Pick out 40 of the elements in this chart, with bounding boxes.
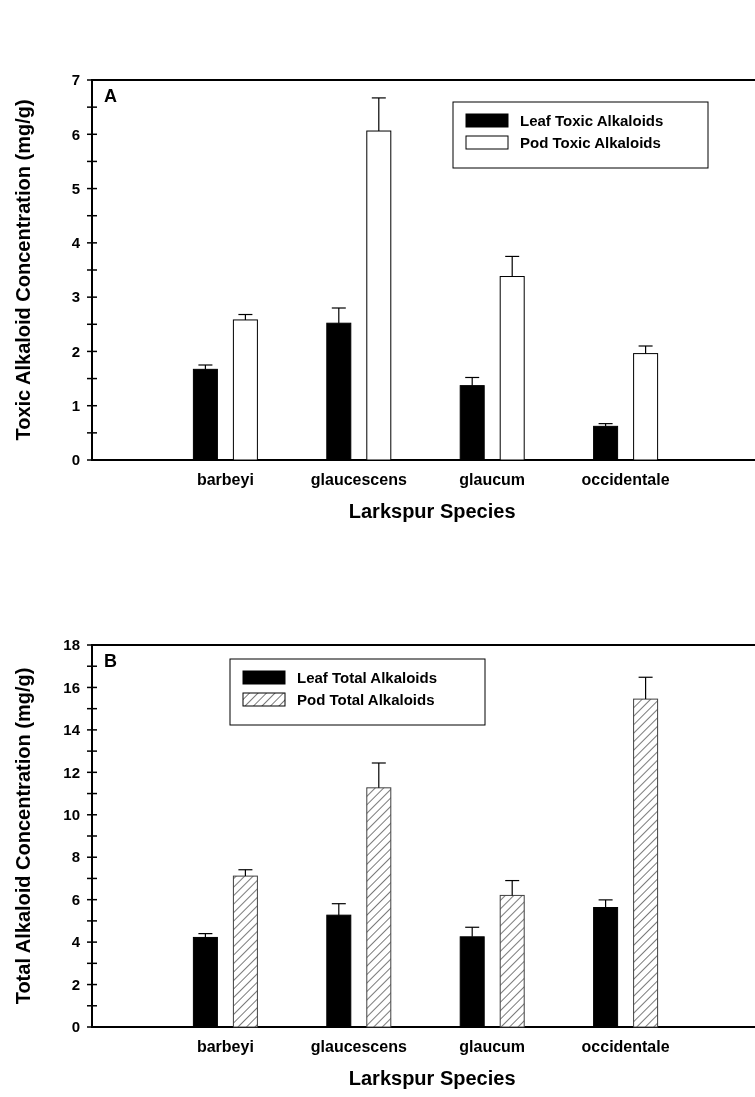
y-tick-label: 12 <box>63 763 80 781</box>
y-tick-label: 1 <box>71 396 80 414</box>
x-axis-title: Larkspur Species <box>348 1067 516 1089</box>
x-axis-title: Larkspur Species <box>348 500 516 522</box>
y-tick-label: 14 <box>63 721 81 739</box>
x-tick-label: occidentale <box>581 1038 670 1055</box>
y-tick-label: 0 <box>71 1018 80 1036</box>
x-tick-label: glaucescens <box>310 471 407 488</box>
y-tick-label: 18 <box>63 636 80 654</box>
x-tick-label: barbeyi <box>196 1038 254 1055</box>
bar <box>633 698 659 1028</box>
legend-label: Pod Total Alkaloids <box>297 691 435 709</box>
y-tick-label: 2 <box>71 975 80 993</box>
y-tick-label: 3 <box>71 288 80 306</box>
y-axis-title: Total Alkaloid Concentration (mg/g) <box>12 667 34 1005</box>
x-tick-label: occidentale <box>581 471 670 488</box>
x-tick-label: glaucum <box>459 471 526 488</box>
y-tick-label: 8 <box>71 848 80 866</box>
legend-label: Leaf Toxic Alkaloids <box>520 112 664 130</box>
x-tick-label: glaucum <box>459 1038 526 1055</box>
bar <box>232 875 258 1028</box>
x-tick-label: glaucescens <box>310 1038 407 1055</box>
y-axis-title: Toxic Alkaloid Concentration (mg/g) <box>12 99 34 441</box>
y-tick-label: 16 <box>63 678 80 696</box>
bar <box>499 894 525 1028</box>
y-tick-label: 5 <box>71 179 80 197</box>
y-tick-label: 10 <box>63 806 80 824</box>
y-tick-label: 4 <box>71 234 81 252</box>
y-tick-label: 0 <box>71 451 80 469</box>
bar <box>366 787 392 1028</box>
chart-title: A <box>104 86 117 106</box>
legend-label: Pod Toxic Alkaloids <box>520 134 661 152</box>
chart-title: B <box>104 651 117 671</box>
x-tick-label: barbeyi <box>196 471 254 488</box>
legend-label: Leaf Total Alkaloids <box>297 669 438 687</box>
y-tick-label: 2 <box>71 342 80 360</box>
y-tick-label: 6 <box>71 890 80 908</box>
y-tick-label: 4 <box>71 933 81 951</box>
y-tick-label: 6 <box>71 125 80 143</box>
y-tick-label: 7 <box>71 71 80 89</box>
